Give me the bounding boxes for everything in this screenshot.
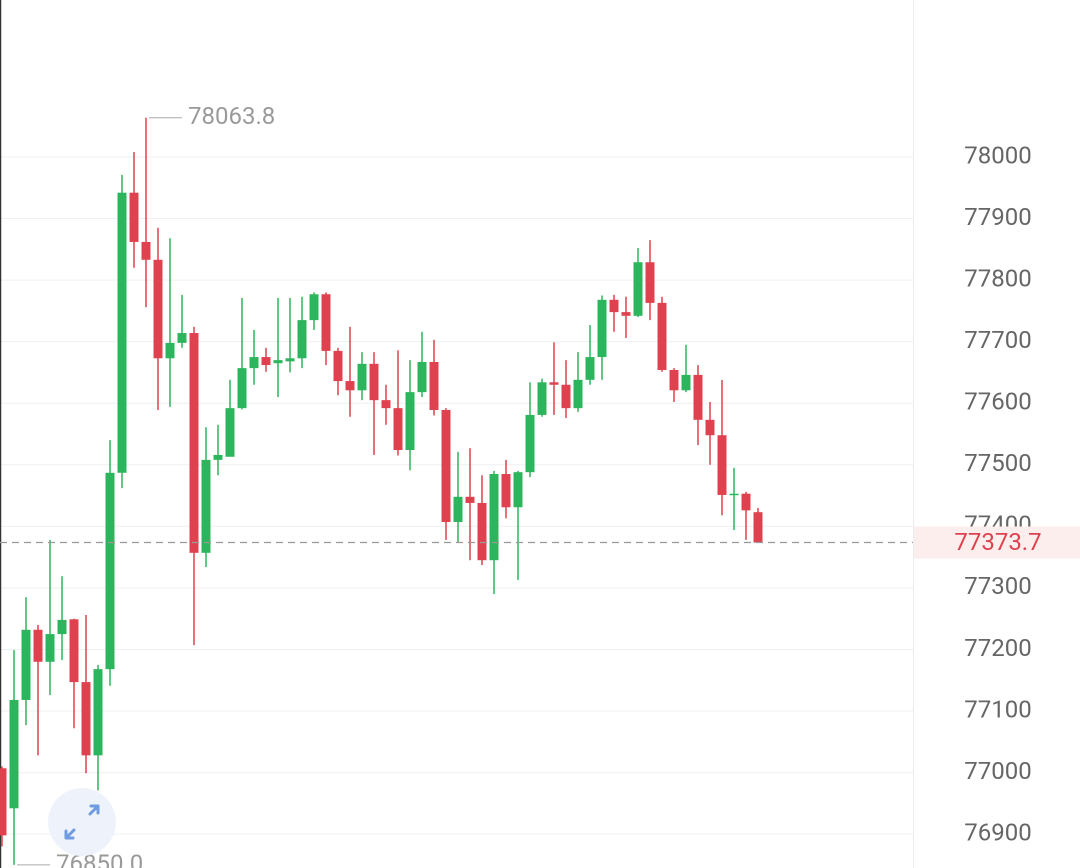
y-tick-label: 76900	[964, 818, 1031, 846]
candle-body	[549, 382, 559, 385]
candle-body	[93, 669, 103, 756]
y-tick-label: 77700	[964, 326, 1031, 354]
candle-body	[609, 299, 619, 313]
candle-body	[333, 350, 343, 382]
candle-body	[33, 629, 43, 662]
expand-button[interactable]	[48, 788, 116, 856]
last-price-label: 77373.7	[954, 528, 1041, 556]
candle-body	[633, 262, 643, 316]
candle-body	[525, 414, 535, 473]
candle-body	[429, 361, 439, 410]
candle-body	[165, 342, 175, 359]
candle-body	[381, 400, 391, 409]
candle-body	[681, 374, 691, 391]
candle-body	[237, 368, 247, 409]
candle-body	[585, 357, 595, 380]
y-tick-label: 78000	[964, 141, 1031, 169]
candle-body	[9, 699, 19, 809]
candle-body	[669, 369, 679, 391]
candle-body	[273, 360, 283, 364]
candle-body	[225, 408, 235, 457]
candle-body	[0, 768, 7, 836]
high-marker-label: 78063.8	[188, 102, 275, 130]
candle-body	[321, 294, 331, 351]
candle-body	[189, 333, 199, 553]
candle-body	[657, 302, 667, 370]
candle-body	[393, 408, 403, 451]
candle-body	[465, 496, 475, 503]
candle-body	[417, 361, 427, 393]
candle-body	[249, 357, 259, 369]
candle-body	[57, 619, 67, 635]
candle-body	[201, 459, 211, 553]
y-tick-label: 77800	[964, 264, 1031, 292]
last-price-tag	[914, 526, 1080, 559]
candle-body	[297, 320, 307, 359]
candle-body	[537, 382, 547, 415]
y-tick-label: 77000	[964, 757, 1031, 785]
candle-body	[453, 496, 463, 523]
candle-body	[105, 472, 115, 670]
candle-body	[21, 629, 31, 700]
y-tick-label: 77300	[964, 572, 1031, 600]
candles	[0, 117, 763, 865]
expand-button-bg[interactable]	[48, 788, 116, 856]
candle-body	[753, 512, 763, 543]
y-tick-label: 77500	[964, 449, 1031, 477]
candle-body	[477, 502, 487, 561]
candle-body	[513, 472, 523, 508]
expand-icon[interactable]	[64, 804, 100, 840]
candle-body	[741, 493, 751, 511]
candle-body	[309, 294, 319, 321]
candle-body	[405, 392, 415, 451]
candle-body	[285, 358, 295, 362]
candle-body	[489, 474, 499, 561]
candle-body	[441, 409, 451, 523]
candle-body	[597, 299, 607, 358]
candle-body	[573, 379, 583, 409]
candle-body	[177, 333, 187, 343]
candle-body	[153, 259, 163, 359]
candle-body	[621, 312, 631, 316]
y-tick-label: 77600	[964, 388, 1031, 416]
y-tick-label: 77200	[964, 634, 1031, 662]
candle-body	[345, 381, 355, 391]
candle-body	[705, 419, 715, 436]
candle-body	[261, 357, 271, 366]
candle-body	[561, 384, 571, 409]
candle-body	[117, 192, 127, 473]
candle-body	[213, 454, 223, 460]
candle-body	[645, 262, 655, 303]
candle-body	[45, 634, 55, 662]
candle-body	[357, 363, 367, 391]
candle-body	[369, 363, 379, 401]
candle-body	[141, 241, 151, 260]
candle-body	[129, 192, 139, 242]
y-tick-label: 77900	[964, 203, 1031, 231]
grid	[0, 156, 913, 835]
candle-body	[729, 493, 739, 496]
candle-body	[81, 682, 91, 756]
candle-body	[69, 619, 79, 683]
candle-body	[501, 474, 511, 508]
candle-body	[717, 435, 727, 495]
candle-body	[693, 374, 703, 420]
y-tick-label: 77100	[964, 695, 1031, 723]
